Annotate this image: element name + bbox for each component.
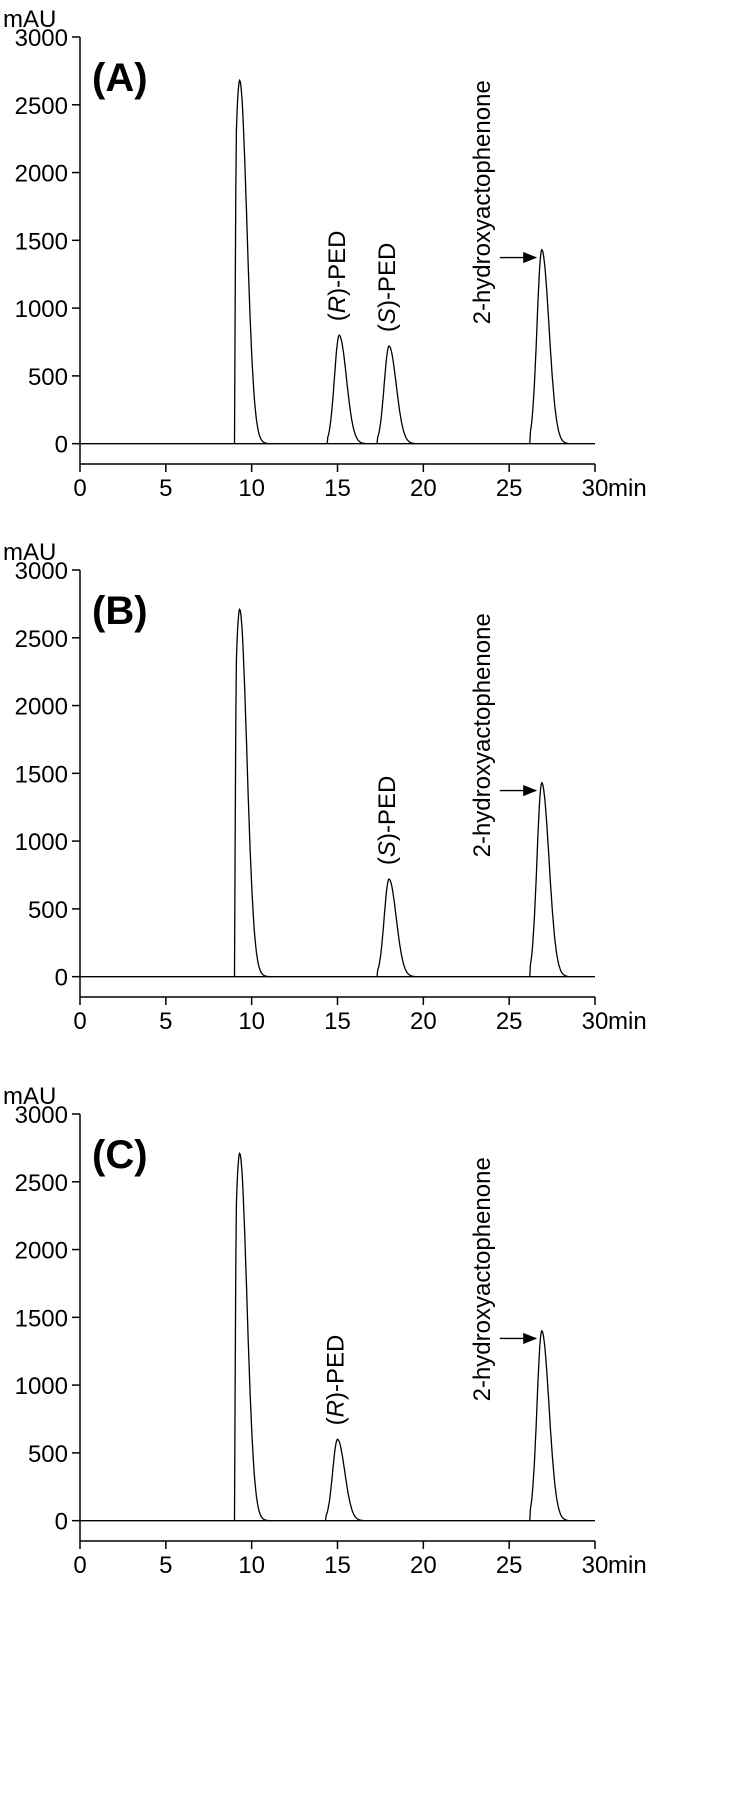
- x-tick-label: 30: [582, 1008, 609, 1035]
- y-tick-label: 1000: [15, 296, 68, 323]
- peak-trace: [529, 248, 568, 444]
- y-tick-label: 1000: [15, 1373, 68, 1400]
- x-tick-label: 5: [159, 475, 172, 502]
- y-tick-label: 1500: [15, 228, 68, 255]
- x-axis-unit: min: [608, 1008, 647, 1035]
- x-tick-label: 25: [496, 1552, 523, 1579]
- x-tick-label: 0: [73, 475, 86, 502]
- y-tick-label: 2000: [15, 161, 68, 188]
- x-tick-label: 20: [410, 1008, 437, 1035]
- y-tick-label: 1500: [15, 1305, 68, 1332]
- x-tick-label: 10: [238, 1008, 265, 1035]
- x-tick-label: 20: [410, 475, 437, 502]
- chart-panel-c: 0 500 1000 1500 2000 2500 3000 0 5 10 15 20 25 30 min m…: [3, 1083, 647, 1579]
- x-tick-label: 30: [582, 475, 609, 502]
- peak-trace: [376, 878, 415, 978]
- y-tick-label: 2500: [15, 626, 68, 653]
- x-axis-unit: min: [608, 475, 647, 502]
- peak-trace: [233, 1152, 273, 1522]
- x-tick-label: 5: [159, 1552, 172, 1579]
- y-axis-unit: mAU: [3, 539, 56, 566]
- panel-label: (C): [92, 1133, 148, 1177]
- y-tick-label: 1500: [15, 761, 68, 788]
- x-tick-label: 15: [324, 1552, 351, 1579]
- x-tick-label: 25: [496, 1008, 523, 1035]
- y-tick-label: 0: [55, 432, 68, 459]
- peak-label: 2-hydroxyactophenone: [469, 1157, 496, 1401]
- x-tick-label: 25: [496, 475, 523, 502]
- y-tick-label: 500: [28, 364, 68, 391]
- peak-label: (R)-PED: [323, 1335, 350, 1426]
- x-tick-label: 15: [324, 1008, 351, 1035]
- x-tick-label: 30: [582, 1552, 609, 1579]
- peak-trace: [233, 608, 273, 978]
- peak-trace: [324, 1438, 364, 1522]
- peak-trace: [376, 345, 415, 445]
- y-tick-label: 1000: [15, 829, 68, 856]
- y-tick-label: 3000: [15, 1102, 68, 1129]
- y-axis-unit: mAU: [3, 1083, 56, 1110]
- x-tick-label: 20: [410, 1552, 437, 1579]
- y-tick-label: 3000: [15, 25, 68, 52]
- peak-label: (S)-PED: [374, 243, 401, 332]
- peak-trace: [529, 781, 568, 977]
- y-tick-label: 0: [55, 965, 68, 992]
- y-tick-label: 500: [28, 1441, 68, 1468]
- y-tick-label: 0: [55, 1509, 68, 1536]
- peak-label: 2-hydroxyactophenone: [469, 80, 496, 324]
- peak-label: (R)-PED: [324, 231, 351, 322]
- x-tick-label: 10: [238, 475, 265, 502]
- y-tick-label: 2000: [15, 1238, 68, 1265]
- chart-panel-a: 0 500 1000 1500 2000 2500 3000 0 5 10 15 20 25 30 min m…: [3, 6, 647, 502]
- x-tick-label: 5: [159, 1008, 172, 1035]
- y-tick-label: 2500: [15, 93, 68, 120]
- x-tick-label: 0: [73, 1008, 86, 1035]
- x-axis-unit: min: [608, 1552, 647, 1579]
- y-tick-label: 2500: [15, 1170, 68, 1197]
- y-tick-label: 3000: [15, 558, 68, 585]
- y-axis-unit: mAU: [3, 6, 56, 33]
- x-tick-label: 0: [73, 1552, 86, 1579]
- peak-label: 2-hydroxyactophenone: [469, 613, 496, 857]
- peak-trace: [233, 78, 273, 445]
- y-tick-label: 500: [28, 897, 68, 924]
- x-tick-label: 15: [324, 475, 351, 502]
- chart-panel-b: 0 500 1000 1500 2000 2500 3000 0 5 10 15 20 25 30 min m…: [3, 539, 647, 1035]
- y-tick-label: 2000: [15, 694, 68, 721]
- panel-label: (A): [92, 56, 148, 100]
- panel-label: (B): [92, 589, 148, 633]
- peak-trace: [529, 1329, 568, 1521]
- peak-label: (S)-PED: [374, 776, 401, 865]
- peak-trace: [326, 334, 366, 445]
- x-tick-label: 10: [238, 1552, 265, 1579]
